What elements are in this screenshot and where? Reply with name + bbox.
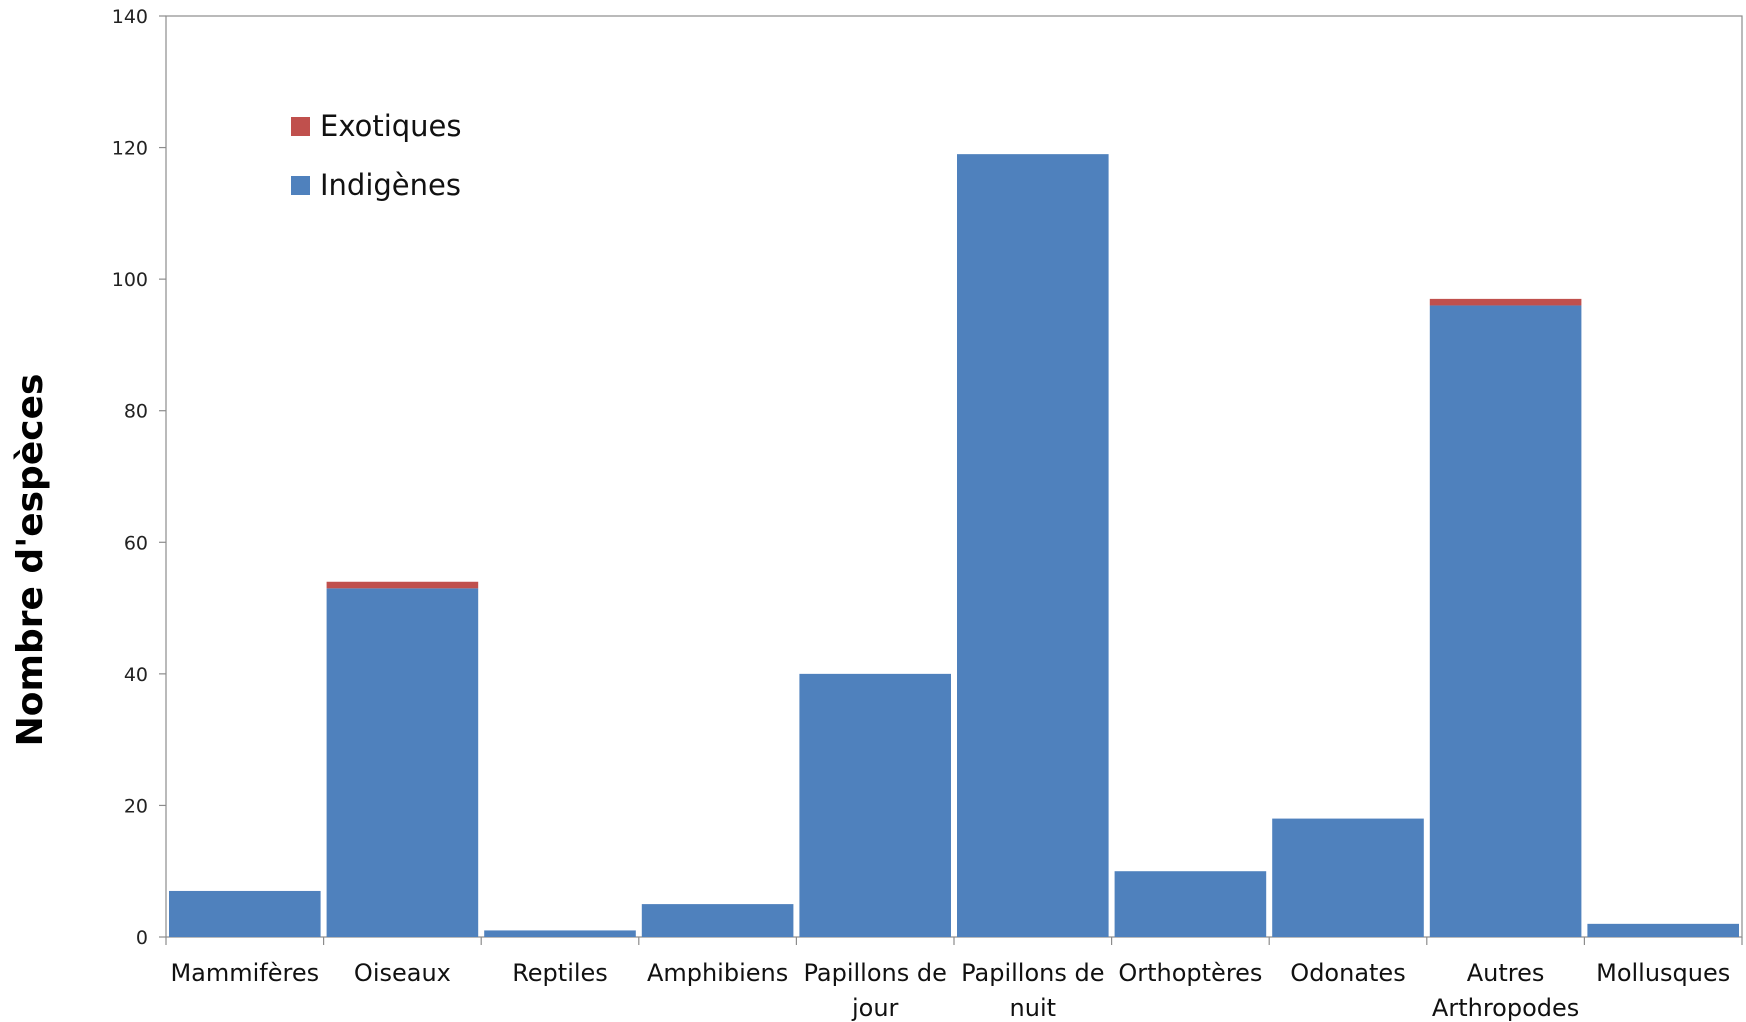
bar-indigenes-7 [1272, 818, 1424, 937]
legend-label-exotiques: Exotiques [320, 109, 462, 143]
legend-swatch-indigenes [291, 176, 310, 195]
bar-indigenes-3 [641, 904, 794, 937]
y-tick-label: 80 [124, 401, 148, 423]
x-category-label: jour [851, 994, 899, 1022]
bar-indigenes-1 [326, 588, 479, 937]
x-category-label: Papillons de [961, 959, 1104, 987]
y-axis-ticks: 0 20 40 60 80 100 120 140 [112, 6, 166, 949]
y-tick-label: 0 [136, 927, 148, 949]
legend: Exotiques Indigènes [291, 109, 462, 202]
legend-label-indigenes: Indigènes [320, 168, 461, 202]
bar-indigenes-5 [957, 154, 1109, 937]
x-category-label: Amphibiens [647, 959, 788, 987]
bar-indigenes-8 [1429, 305, 1582, 937]
x-category-label: Autres [1467, 959, 1545, 987]
bar-exotiques-1 [326, 581, 479, 589]
bars-group [169, 154, 1739, 937]
bar-indigenes-2 [484, 930, 636, 937]
x-category-label: Odonates [1290, 959, 1405, 987]
x-category-label: Orthoptères [1118, 959, 1262, 987]
legend-swatch-exotiques [291, 117, 310, 136]
y-tick-label: 140 [112, 6, 148, 28]
x-category-label: Oiseaux [354, 959, 451, 987]
bar-indigenes-0 [169, 890, 321, 937]
x-category-label: Reptiles [512, 959, 608, 987]
x-category-label: Mammifères [170, 959, 319, 987]
y-tick-label: 20 [124, 795, 148, 817]
y-tick-label: 40 [124, 664, 148, 686]
bar-indigenes-6 [1114, 871, 1267, 937]
x-category-label: nuit [1010, 994, 1057, 1022]
y-tick-label: 120 [112, 138, 148, 160]
x-category-label: Mollusques [1596, 959, 1730, 987]
y-tick-label: 100 [112, 269, 148, 291]
x-category-label: Papillons de [804, 959, 947, 987]
bar-indigenes-4 [799, 673, 951, 937]
y-tick-label: 60 [124, 532, 148, 554]
x-axis-category-labels: Mammifères Oiseaux Reptiles Amphibiens Papil… [165, 937, 1743, 1022]
y-axis-title: Nombre d'espèces [10, 374, 51, 747]
bar-exotiques-8 [1429, 298, 1582, 306]
x-category-label: Arthropodes [1432, 994, 1579, 1022]
bar-indigenes-9 [1587, 923, 1739, 937]
